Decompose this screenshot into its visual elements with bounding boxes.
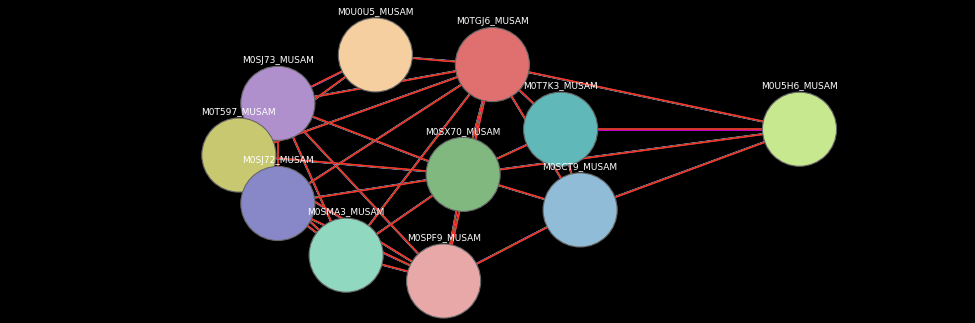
- Text: M0SJ73_MUSAM: M0SJ73_MUSAM: [242, 56, 314, 65]
- Text: M0TGJ6_MUSAM: M0TGJ6_MUSAM: [456, 17, 528, 26]
- Text: M0SJ72_MUSAM: M0SJ72_MUSAM: [242, 156, 314, 165]
- Ellipse shape: [426, 137, 500, 212]
- Ellipse shape: [202, 118, 276, 192]
- Ellipse shape: [762, 92, 837, 166]
- Text: M0SCT9_MUSAM: M0SCT9_MUSAM: [542, 162, 618, 171]
- Text: M0T597_MUSAM: M0T597_MUSAM: [202, 107, 276, 116]
- Ellipse shape: [241, 66, 315, 141]
- Text: M0T7K3_MUSAM: M0T7K3_MUSAM: [524, 81, 598, 90]
- Text: M0U0U5_MUSAM: M0U0U5_MUSAM: [337, 7, 413, 16]
- Text: M0SMA3_MUSAM: M0SMA3_MUSAM: [307, 207, 385, 216]
- Ellipse shape: [407, 244, 481, 318]
- Ellipse shape: [455, 27, 529, 102]
- Ellipse shape: [524, 92, 598, 166]
- Text: M0U5H6_MUSAM: M0U5H6_MUSAM: [761, 81, 838, 90]
- Ellipse shape: [309, 218, 383, 292]
- Text: M0SX70_MUSAM: M0SX70_MUSAM: [425, 127, 501, 136]
- Text: M0SPF9_MUSAM: M0SPF9_MUSAM: [407, 233, 481, 242]
- Ellipse shape: [543, 173, 617, 247]
- Ellipse shape: [241, 166, 315, 241]
- Ellipse shape: [338, 18, 412, 92]
